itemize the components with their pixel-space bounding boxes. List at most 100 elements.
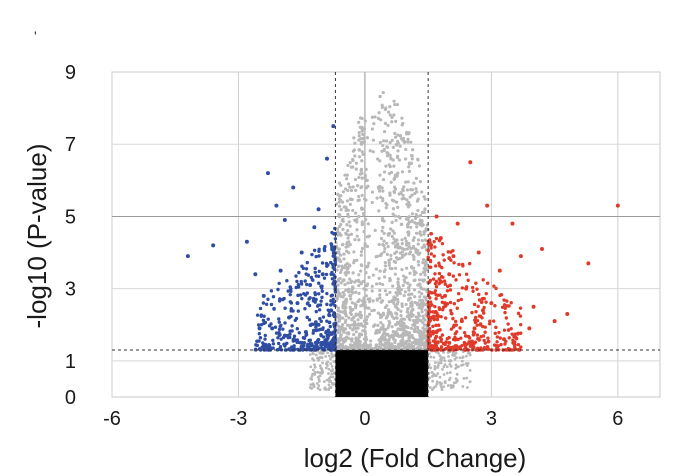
gray-point: [398, 144, 402, 148]
gray-point: [339, 222, 343, 227]
gray-point: [378, 173, 382, 177]
gray-point: [392, 99, 396, 103]
gray-point: [374, 282, 379, 286]
up_regulated-point: [443, 293, 448, 298]
up_regulated-point: [485, 281, 490, 285]
gray-point: [411, 238, 415, 242]
down_regulated-point: [289, 314, 293, 319]
down_regulated-point: [276, 336, 280, 340]
gray-point: [363, 332, 368, 336]
up_regulated-point: [484, 300, 488, 304]
up_regulated-point: [505, 304, 509, 308]
gray-point: [336, 264, 341, 268]
gray-point: [382, 170, 387, 174]
gray-point: [406, 215, 410, 219]
gray-point: [442, 373, 446, 376]
gray-point: [344, 187, 348, 191]
gray-point: [421, 301, 426, 305]
gray-point: [410, 304, 414, 308]
down_regulated-point: [331, 124, 336, 129]
gray-point: [353, 302, 357, 306]
gray-point: [382, 244, 386, 248]
gray-point: [420, 310, 424, 314]
gray-point: [363, 119, 367, 123]
down_regulated-point: [267, 343, 271, 347]
gray-point: [346, 182, 351, 186]
gray-point: [433, 367, 437, 371]
up_regulated-point: [449, 258, 453, 262]
gray-point: [429, 355, 433, 359]
gray-point: [359, 186, 363, 190]
gray-point: [392, 164, 396, 168]
down_regulated-point: [275, 348, 280, 352]
up_regulated-point: [493, 331, 497, 336]
up_regulated-point: [429, 252, 433, 256]
gray-point: [383, 264, 388, 268]
gray-point: [344, 205, 348, 209]
gray-point: [403, 157, 408, 161]
gray-point: [321, 361, 324, 365]
gray-point: [311, 382, 315, 386]
gray-point: [454, 351, 458, 355]
gray-point: [338, 335, 343, 339]
down_regulated-point: [310, 322, 314, 326]
gray-point: [337, 212, 341, 217]
up_regulated-point: [441, 305, 446, 309]
up_regulated-point: [512, 335, 516, 339]
gray-point: [329, 357, 332, 361]
gray-point: [347, 287, 351, 291]
gray-point: [407, 231, 411, 235]
up_regulated-point: [445, 302, 450, 306]
gray-point: [420, 190, 424, 194]
gray-point: [400, 302, 404, 306]
gray-point: [449, 364, 453, 368]
y-axis-title: -log10 (P-value): [22, 144, 52, 329]
down_regulated-point: [327, 333, 331, 338]
down_regulated-point: [327, 309, 332, 314]
gray-point: [395, 154, 400, 158]
up_regulated-point: [462, 347, 467, 352]
gray-point: [358, 172, 362, 176]
gray-point: [344, 335, 349, 339]
up_regulated-point: [442, 279, 447, 283]
gray-point: [382, 130, 387, 134]
gray-point: [442, 385, 446, 389]
gray-point: [392, 316, 396, 321]
up_regulated-point: [513, 345, 517, 349]
down_regulated-point: [279, 337, 283, 341]
down_regulated-point: [261, 301, 266, 305]
not-significant-p-block: [335, 350, 429, 397]
gray-point: [313, 363, 316, 367]
gray-point: [417, 278, 422, 282]
up_regulated-point: [433, 304, 437, 309]
up_regulated-point: [427, 315, 432, 320]
gray-point: [386, 308, 391, 312]
gray-point: [360, 116, 364, 121]
up_regulated-point: [462, 330, 467, 335]
gray-point: [360, 207, 364, 211]
down_regulated-point: [333, 226, 337, 231]
up_regulated-point: [477, 292, 481, 297]
gray-point: [407, 162, 412, 166]
up_regulated-point: [443, 282, 447, 286]
down_regulated-point: [310, 252, 314, 257]
gray-point: [439, 361, 443, 365]
gray-point: [311, 368, 315, 372]
up_regulated-point: [505, 348, 510, 352]
gray-point: [365, 321, 369, 326]
gray-point: [412, 273, 416, 277]
gray-point: [391, 241, 395, 245]
gray-point: [396, 347, 400, 351]
gray-point: [461, 385, 465, 388]
gray-point: [313, 373, 317, 376]
gray-point: [392, 113, 396, 117]
gray-point: [419, 233, 423, 237]
up_regulated-point: [441, 253, 445, 257]
down_regulated-point: [333, 254, 337, 259]
down_regulated-point: [314, 309, 318, 314]
gray-point: [375, 254, 380, 258]
gray-point: [376, 323, 380, 328]
down_regulated-point: [321, 347, 325, 352]
up_regulated-point: [483, 341, 487, 345]
gray-point: [379, 335, 383, 340]
